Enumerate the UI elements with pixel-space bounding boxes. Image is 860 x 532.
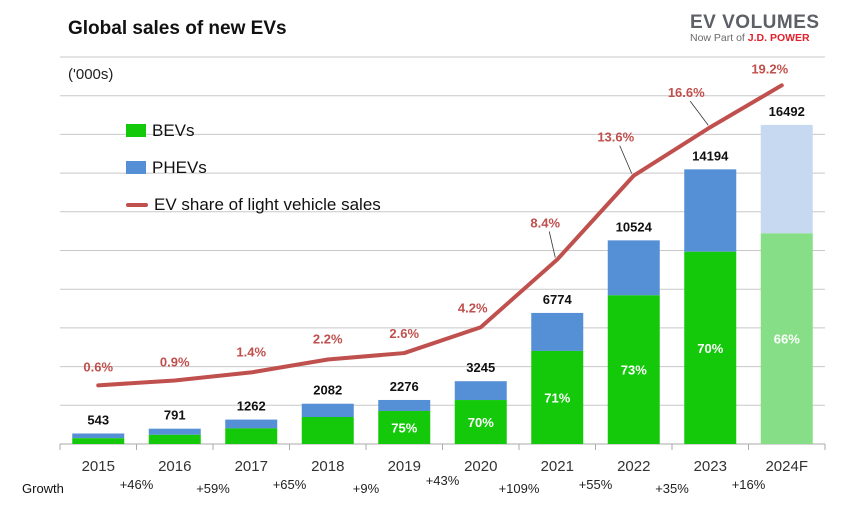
x-tick-label: 2022 [617, 458, 650, 475]
bar-bevs [531, 350, 584, 444]
ev-share-leader-line [689, 101, 709, 126]
growth-value: +35% [655, 481, 689, 496]
bar-bevs [684, 251, 737, 444]
logo-name: EV VOLUMES [690, 12, 820, 33]
bar-bevs [301, 417, 354, 444]
growth-value: +43% [426, 473, 460, 488]
legend: BEVs PHEVs EV share of light vehicle sal… [126, 112, 381, 223]
ev-share-label: 2.6% [389, 326, 419, 341]
bev-share-label: 75% [391, 420, 417, 435]
x-tick-label: 2020 [464, 458, 497, 475]
legend-swatch-bevs [126, 124, 146, 137]
growth-value: +16% [732, 477, 766, 492]
bev-share-label: 70% [468, 415, 494, 430]
x-tick-label: 2024F [765, 458, 808, 475]
ev-share-line [96, 83, 784, 388]
ev-share-label: 13.6% [597, 130, 634, 145]
bar-phevs [684, 169, 737, 252]
total-label: 2082 [313, 383, 342, 398]
bar-phevs [454, 381, 507, 401]
x-tick-label: 2018 [311, 458, 344, 475]
bar-phevs [531, 312, 584, 351]
legend-label-bevs: BEVs [152, 120, 195, 140]
chart-title: Global sales of new EVs [68, 18, 287, 39]
ev-share-label: 4.2% [458, 300, 488, 315]
logo-subtitle: Now Part of J.D. POWER [690, 32, 820, 44]
bar-bevs [148, 434, 201, 444]
x-tick-label: 2016 [158, 458, 191, 475]
ev-share-label: 8.4% [530, 216, 560, 231]
bar-bevs [72, 438, 125, 444]
ev-share-label: 2.2% [313, 332, 343, 347]
ev-share-label: 0.9% [160, 354, 190, 369]
legend-swatch-phevs [126, 161, 146, 174]
total-label: 543 [87, 412, 109, 427]
legend-item-phevs: PHEVs [126, 149, 381, 186]
total-label: 6774 [543, 292, 573, 307]
bar-bevs [760, 233, 813, 444]
ev-share-leader-line [548, 231, 556, 258]
ev-share-leader-line [619, 145, 633, 174]
x-tick-label: 2023 [694, 458, 727, 475]
x-tick-label: 2015 [82, 458, 115, 475]
bev-share-label: 70% [697, 341, 723, 356]
total-label: 16492 [769, 104, 805, 119]
legend-swatch-ev-share [126, 202, 148, 207]
bev-share-label: 71% [544, 390, 570, 405]
total-label: 14194 [692, 148, 729, 163]
growth-value: +59% [196, 481, 230, 496]
growth-label: Growth [22, 481, 64, 496]
bar-phevs [225, 419, 278, 429]
growth-value: +9% [353, 481, 380, 496]
ev-share-label: 1.4% [236, 344, 266, 359]
bev-share-label: 66% [774, 332, 800, 347]
bar-phevs [301, 403, 354, 418]
ev-share-label: 16.6% [668, 85, 705, 100]
total-label: 10524 [616, 219, 653, 234]
legend-label-phevs: PHEVs [152, 157, 207, 177]
bar-bevs [454, 400, 507, 444]
ev-share-label: 19.2% [751, 61, 788, 76]
bar-bevs [607, 295, 660, 444]
logo-sub: Now Part of [690, 32, 745, 44]
x-tick-label: 2017 [235, 458, 268, 475]
ev-volumes-logo: EV VOLUMES Now Part of J.D. POWER [690, 12, 820, 44]
total-label: 2276 [390, 379, 419, 394]
bev-share-label: 73% [621, 363, 647, 378]
growth-value: +46% [120, 477, 154, 492]
x-tick-label: 2019 [388, 458, 421, 475]
bar-bevs [225, 428, 278, 444]
total-label: 1262 [237, 399, 266, 414]
legend-item-bevs: BEVs [126, 112, 381, 149]
bar-phevs [378, 399, 431, 411]
total-label: 3245 [466, 360, 495, 375]
bar-phevs [607, 240, 660, 296]
unit-label: ('000s) [68, 66, 114, 83]
growth-value: +55% [579, 477, 613, 492]
ev-share-label: 0.6% [83, 359, 113, 374]
bar-phevs [760, 124, 813, 234]
x-tick-label: 2021 [541, 458, 574, 475]
bar-phevs [148, 428, 201, 435]
legend-item-ev-share: EV share of light vehicle sales [126, 186, 381, 223]
bar-phevs [72, 433, 125, 439]
total-label: 791 [164, 408, 186, 423]
growth-value: +65% [273, 477, 307, 492]
legend-label-ev-share: EV share of light vehicle sales [154, 194, 381, 214]
logo-brand: J.D. POWER [747, 32, 810, 44]
growth-value: +109% [499, 481, 540, 496]
bar-bevs [378, 410, 431, 444]
